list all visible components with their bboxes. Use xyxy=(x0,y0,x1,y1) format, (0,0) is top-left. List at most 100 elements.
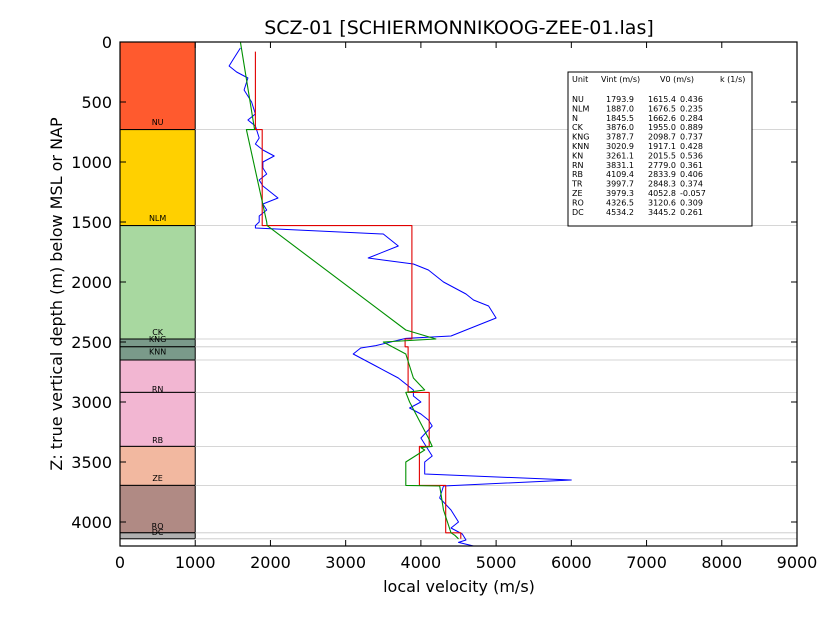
legend-unit: RB xyxy=(572,170,583,179)
legend-k: -0.057 xyxy=(680,189,706,198)
y-tick-label: 3500 xyxy=(71,453,112,472)
legend-k: 0.406 xyxy=(680,170,703,179)
legend-header-unit: Unit xyxy=(572,75,588,84)
x-tick-label: 7000 xyxy=(626,553,667,572)
legend-v0: 2848.3 xyxy=(648,180,676,189)
legend-vint: 3831.1 xyxy=(606,161,634,170)
x-tick-label: 2000 xyxy=(250,553,291,572)
red-interval-velocity xyxy=(254,51,462,539)
legend-k: 0.235 xyxy=(680,104,703,113)
legend-unit: NU xyxy=(572,95,584,104)
chart-title: SCZ-01 [SCHIERMONNIKOOG-ZEE-01.las] xyxy=(264,17,654,39)
x-tick-label: 3000 xyxy=(325,553,366,572)
legend-unit: KN xyxy=(572,151,583,160)
legend-vint: 4326.5 xyxy=(606,198,634,207)
y-tick-label: 4000 xyxy=(71,513,112,532)
legend-v0: 1662.6 xyxy=(648,114,676,123)
legend-header-vint: Vint (m/s) xyxy=(601,75,640,84)
unit-band-ck xyxy=(119,225,196,340)
y-axis-label: Z: true vertical depth (m) below MSL or … xyxy=(47,117,66,471)
legend-vint: 4109.4 xyxy=(606,170,634,179)
legend-frame xyxy=(567,71,753,227)
velocity-series xyxy=(228,41,572,547)
legend-k: 0.361 xyxy=(680,161,703,170)
legend-k: 0.374 xyxy=(680,180,703,189)
legend-vint: 3020.9 xyxy=(606,142,634,151)
legend-vint: 3979.3 xyxy=(606,189,634,198)
unit-band-ze xyxy=(119,445,196,486)
legend-vint: 1845.5 xyxy=(606,114,634,123)
x-axis-ticks: 0 1000 2000 3000 4000 5000 6000 7000 8000 9000 xyxy=(115,42,817,572)
legend-v0: 2833.9 xyxy=(648,170,676,179)
legend-k: 0.536 xyxy=(680,151,703,160)
legend-v0: 1615.4 xyxy=(648,95,676,104)
y-tick-label: 1000 xyxy=(71,153,112,172)
unit-label-nu: NU xyxy=(152,118,164,127)
legend-unit: KNG xyxy=(572,133,589,142)
legend-box: Unit Vint (m/s) V0 (m/s) k (1/s) NU 1793.… xyxy=(567,71,753,227)
y-tick-label: 2500 xyxy=(71,333,112,352)
legend-unit: CK xyxy=(572,123,584,132)
legend-vint: 3787.7 xyxy=(606,133,634,142)
x-tick-label: 1000 xyxy=(175,553,216,572)
legend-v0: 2779.0 xyxy=(648,161,676,170)
unit-label-dc: DC xyxy=(152,528,164,537)
legend-vint: 1793.9 xyxy=(606,95,634,104)
unit-label-ro: RO xyxy=(152,522,164,531)
legend-rows: NU 1793.9 1615.4 0.436 NLM 1887.0 1676.5 0.235 N… xyxy=(571,95,706,217)
legend-vint: 3261.1 xyxy=(606,151,634,160)
legend-k: 0.261 xyxy=(680,208,703,217)
legend-unit: RN xyxy=(572,161,584,170)
x-tick-label: 9000 xyxy=(777,553,818,572)
legend-unit: DC xyxy=(572,208,584,217)
legend-vint: 1887.0 xyxy=(606,104,634,113)
legend-header-v0: V0 (m/s) xyxy=(660,75,694,84)
legend-k: 0.309 xyxy=(680,198,703,207)
legend-vint: 3997.7 xyxy=(606,180,634,189)
plot-frame xyxy=(119,41,798,547)
legend-unit: N xyxy=(572,114,578,123)
legend-unit: NLM xyxy=(572,104,589,113)
unit-band-nlm xyxy=(119,129,196,227)
unit-label-knn: KNN xyxy=(149,348,166,357)
x-tick-label: 0 xyxy=(115,553,125,572)
legend-v0: 2098.7 xyxy=(648,133,676,142)
green-model-line xyxy=(239,41,459,540)
legend-v0: 2015.5 xyxy=(648,151,676,160)
legend-k: 0.428 xyxy=(680,142,703,151)
legend-v0: 1676.5 xyxy=(648,104,676,113)
legend-header-k: k (1/s) xyxy=(720,75,745,84)
legend-unit: KNN xyxy=(572,142,589,151)
legend-k: 0.737 xyxy=(680,133,703,142)
unit-label-kng: KNG xyxy=(149,335,166,344)
legend-vint: 4534.2 xyxy=(606,208,634,217)
y-axis-ticks: 0 500 1000 1500 2000 2500 3000 3500 4000 xyxy=(71,33,797,532)
x-tick-label: 8000 xyxy=(701,553,742,572)
y-tick-label: 2000 xyxy=(71,273,112,292)
y-tick-label: 3000 xyxy=(71,393,112,412)
y-tick-label: 0 xyxy=(102,33,112,52)
unit-band-nu xyxy=(119,41,196,131)
legend-k: 0.436 xyxy=(680,95,703,104)
y-tick-label: 1500 xyxy=(71,213,112,232)
legend-v0: 1917.1 xyxy=(648,142,676,151)
legend-v0: 4052.8 xyxy=(648,189,676,198)
unit-label-rn: RN xyxy=(152,385,164,394)
legend-v0: 3120.6 xyxy=(648,198,676,207)
unit-label-ze: ZE xyxy=(152,474,163,483)
x-tick-label: 6000 xyxy=(551,553,592,572)
x-tick-label: 5000 xyxy=(476,553,517,572)
legend-unit: RO xyxy=(572,198,584,207)
legend-v0: 1955.0 xyxy=(648,123,676,132)
legend-k: 0.284 xyxy=(680,114,703,123)
unit-label-ck: CK xyxy=(152,328,164,337)
unit-label-rb: RB xyxy=(152,436,163,445)
blue-log-trace xyxy=(228,47,572,547)
x-axis-label: local velocity (m/s) xyxy=(383,577,535,596)
legend-unit: TR xyxy=(571,180,583,189)
unit-band-rn xyxy=(119,359,196,393)
x-tick-label: 4000 xyxy=(401,553,442,572)
legend-k: 0.889 xyxy=(680,123,703,132)
